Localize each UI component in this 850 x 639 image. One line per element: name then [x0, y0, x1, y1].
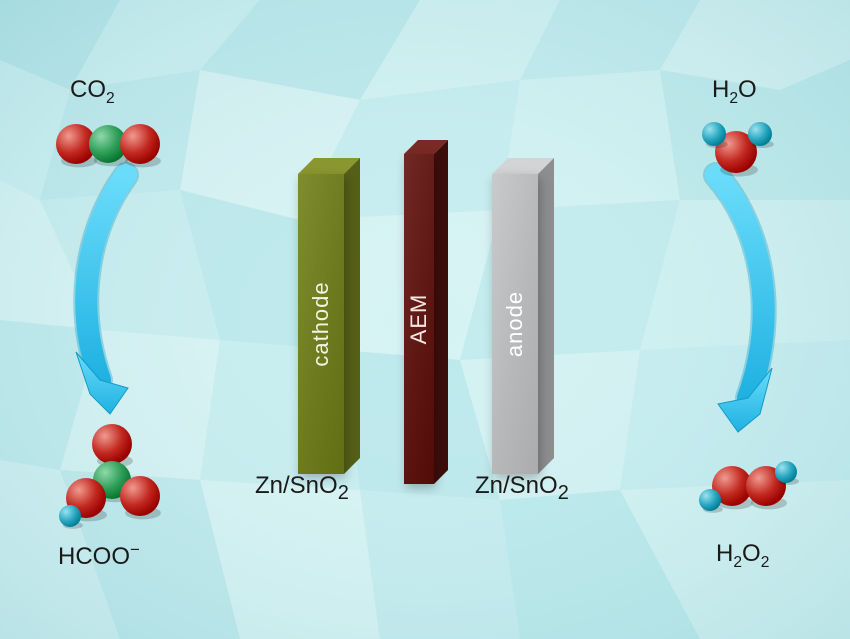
formula-hcoo: HCOO− [58, 540, 140, 571]
cathode-label: cathode [308, 174, 334, 474]
formula-h2o: H2O [712, 76, 757, 108]
diagram-stage: cathode AEM anode Zn/SnO2 Zn/SnO2 CO2 HCOO− H2… [0, 0, 850, 639]
formula-co2: CO2 [70, 76, 115, 108]
anode-material-label: Zn/SnO2 [475, 472, 569, 505]
aem-slab: AEM [404, 140, 448, 484]
cathode-material-label: Zn/SnO2 [255, 472, 349, 505]
aem-label: AEM [406, 154, 432, 484]
formula-h2o2: H2O2 [716, 540, 769, 572]
anode-label: anode [502, 174, 528, 474]
anode-slab: anode [492, 158, 554, 474]
cathode-slab: cathode [298, 158, 360, 474]
